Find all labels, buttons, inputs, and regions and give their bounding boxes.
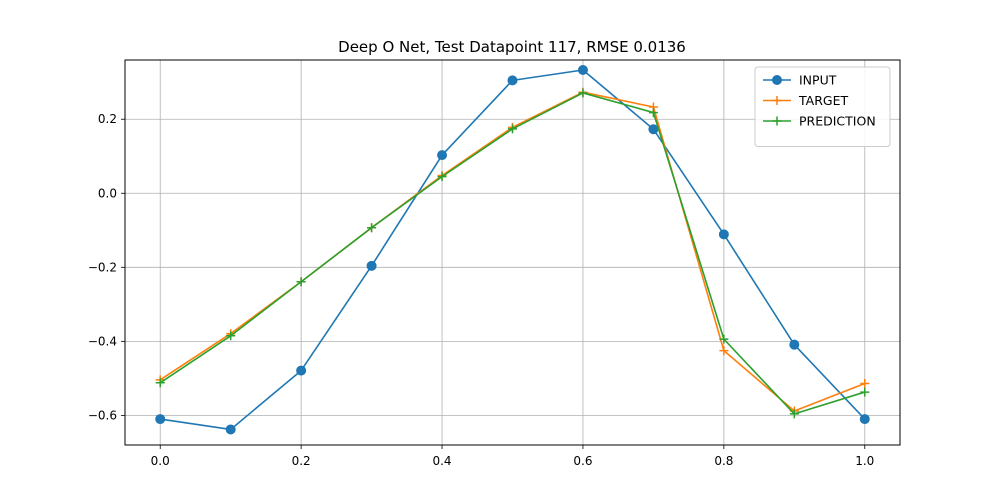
legend-box	[754, 66, 891, 147]
input-point	[296, 365, 307, 376]
y-axis-ticks: −0.6 −0.4 −0.2 0.0 0.2	[88, 112, 125, 422]
legend-label: TARGET	[798, 93, 848, 108]
legend-label: INPUT	[799, 73, 837, 88]
plot-series	[155, 64, 870, 435]
series-prediction	[155, 88, 870, 419]
series-input	[155, 64, 870, 435]
input-point	[366, 260, 377, 271]
y-tick-label: 0.2	[98, 112, 117, 126]
chart-title: Deep O Net, Test Datapoint 117, RMSE 0.0…	[338, 38, 686, 56]
input-point	[648, 124, 659, 135]
x-tick-label: 1.0	[855, 454, 874, 468]
prediction-point	[367, 223, 377, 233]
legend-swatch-marker	[772, 96, 782, 105]
prediction-point	[578, 88, 588, 98]
legend-label: PREDICTION	[799, 114, 876, 129]
input-point	[859, 414, 870, 425]
legend-entry-target: TARGET	[763, 93, 848, 108]
legend-entry-input: INPUT	[763, 73, 837, 88]
prediction-point	[719, 334, 729, 344]
target-point	[719, 346, 729, 356]
input-point	[437, 150, 448, 161]
x-tick-label: 0.8	[714, 454, 733, 468]
y-tick-label: −0.4	[88, 334, 117, 348]
input-point	[577, 64, 588, 75]
x-tick-label: 0.4	[432, 454, 451, 468]
y-tick-label: −0.6	[88, 408, 117, 422]
prediction-point	[508, 124, 517, 134]
legend-swatch-marker	[772, 75, 782, 85]
legend: INPUT TARGET PREDICTION	[754, 66, 891, 147]
prediction-point	[789, 409, 799, 419]
y-tick-label: 0.0	[98, 186, 117, 200]
prediction-point	[860, 387, 870, 397]
prediction-point	[226, 331, 236, 341]
input-point	[225, 424, 236, 435]
prediction-point	[155, 378, 165, 388]
prediction-point	[648, 108, 658, 118]
legend-swatch-marker	[772, 116, 782, 126]
input-point	[155, 414, 166, 425]
x-tick-label: 0.6	[573, 454, 592, 468]
prediction-point	[437, 172, 447, 182]
plot-frame	[124, 59, 901, 446]
prediction-point	[296, 277, 306, 287]
x-axis-ticks: 0.0 0.2 0.4 0.6 0.8 1.0	[151, 445, 874, 468]
input-point	[507, 75, 518, 86]
input-point	[718, 229, 729, 240]
x-tick-label: 0.2	[292, 454, 311, 468]
input-point	[789, 339, 800, 350]
target-point	[860, 379, 870, 389]
legend-entry-prediction: PREDICTION	[763, 114, 876, 129]
x-tick-label: 0.0	[151, 454, 170, 468]
y-tick-label: −0.2	[88, 260, 117, 274]
